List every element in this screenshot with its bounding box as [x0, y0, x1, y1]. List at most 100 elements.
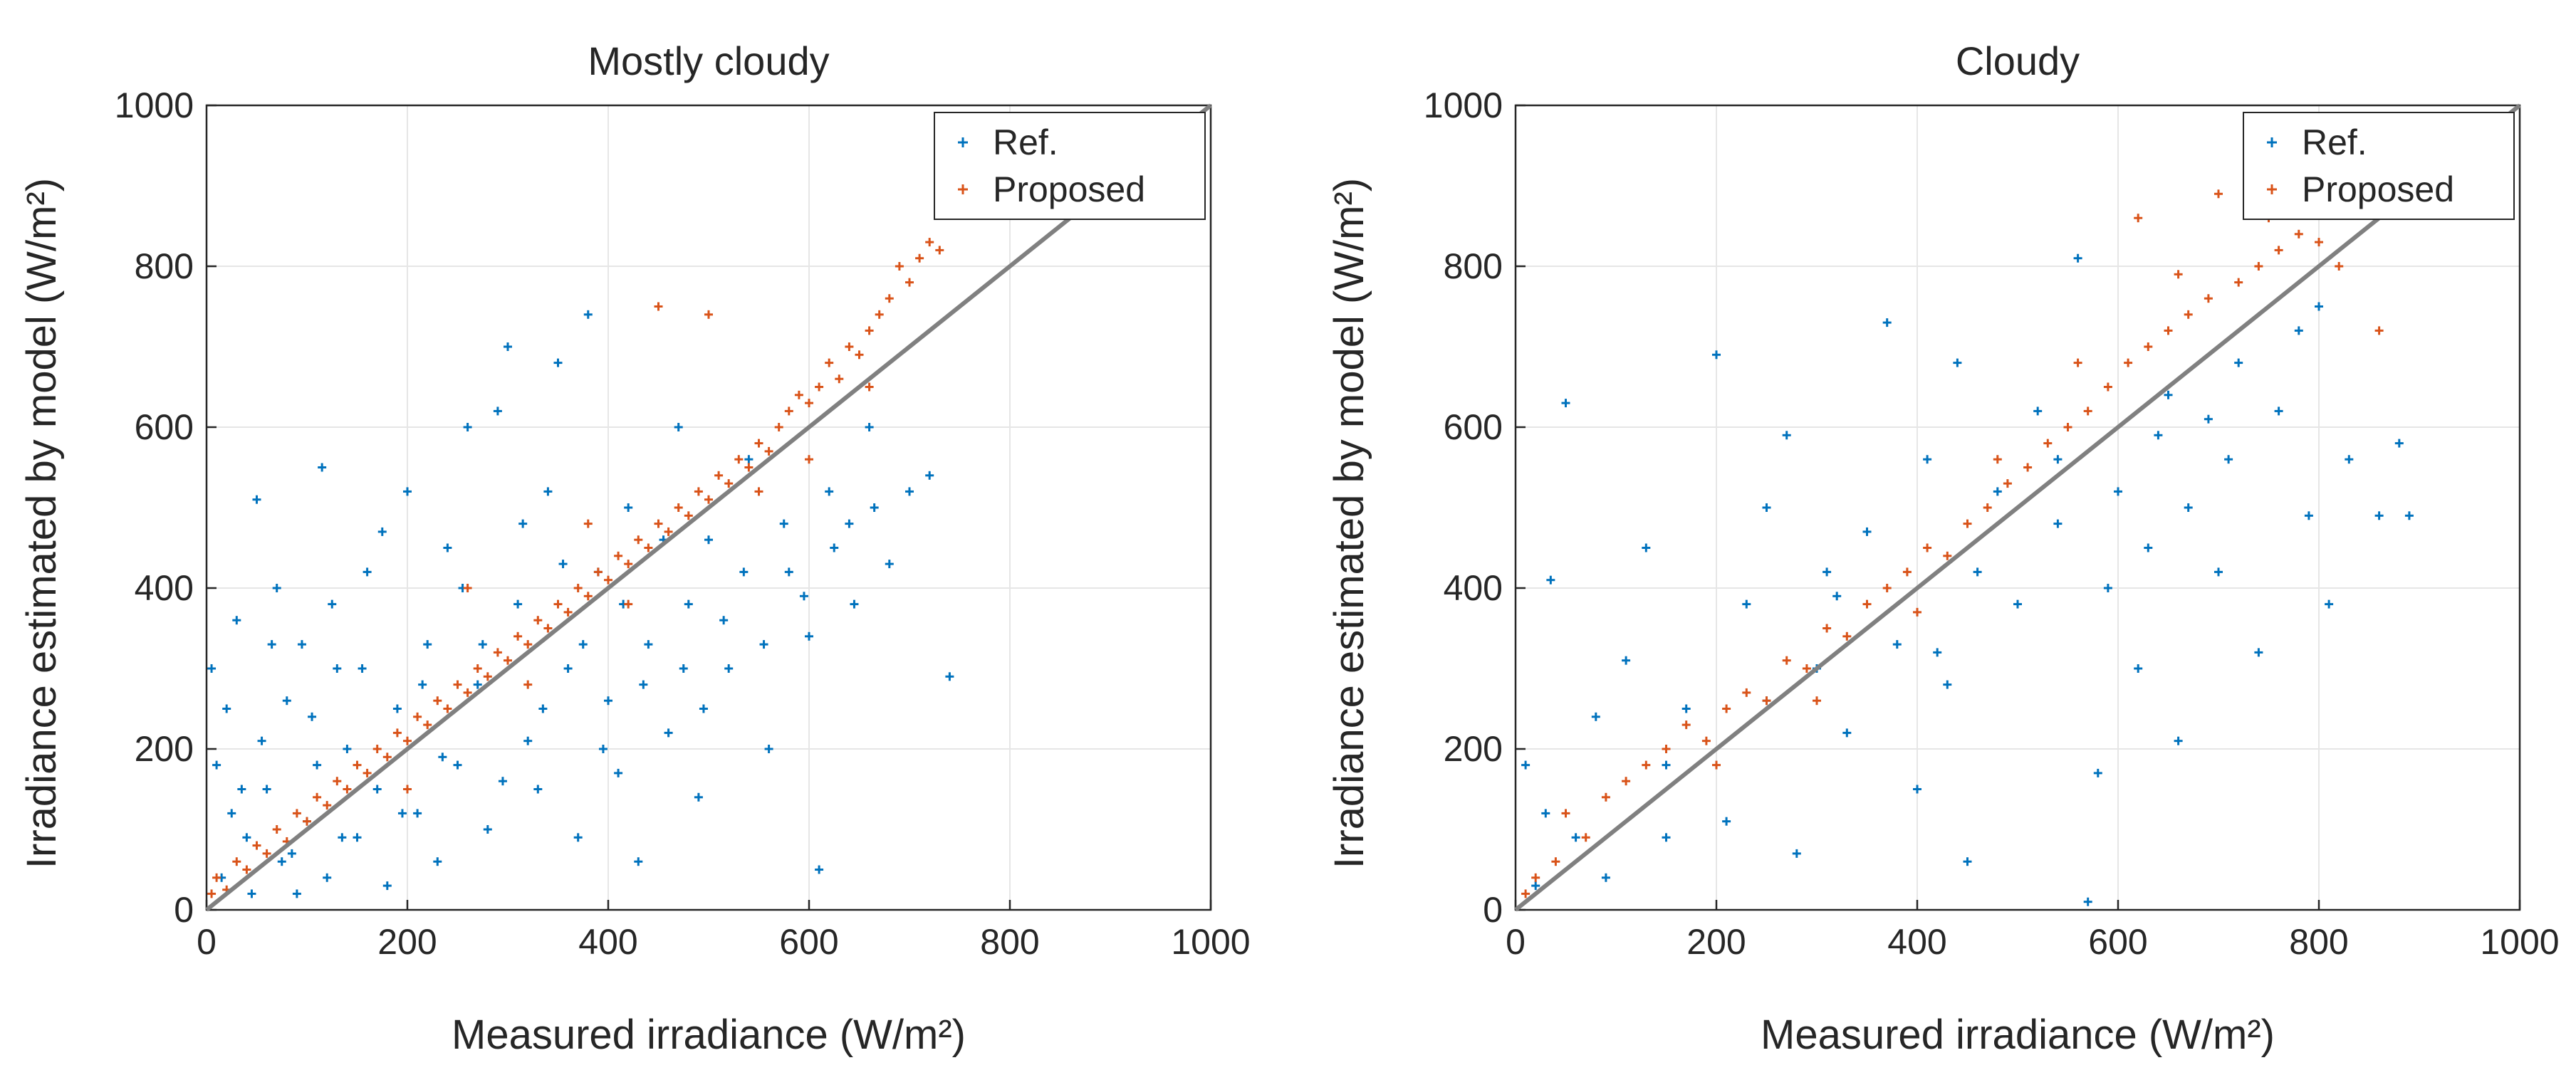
data-point — [1541, 809, 1550, 818]
series-layer — [207, 238, 954, 898]
data-point — [333, 664, 342, 673]
data-point — [483, 672, 492, 681]
legend-marker — [2267, 137, 2277, 147]
data-point — [815, 382, 824, 392]
data-point — [372, 745, 382, 753]
data-point — [538, 704, 548, 713]
data-point — [865, 326, 874, 335]
data-point — [2164, 390, 2173, 399]
data-point — [1823, 624, 1832, 633]
data-point — [372, 785, 382, 794]
data-point — [343, 745, 352, 753]
data-point — [2083, 897, 2092, 906]
data-point — [403, 785, 412, 794]
data-point — [222, 704, 231, 713]
data-point — [654, 519, 663, 528]
data-point — [242, 833, 251, 842]
series-proposed — [1521, 189, 2384, 898]
y-tick-label: 400 — [1444, 568, 1503, 608]
data-point — [704, 310, 713, 319]
data-point — [463, 584, 472, 592]
data-point — [1802, 664, 1811, 673]
data-point — [830, 543, 839, 552]
reference-line-y-equals-x — [1514, 103, 2521, 912]
data-point — [2234, 278, 2243, 287]
data-point — [583, 519, 593, 528]
data-point — [845, 342, 854, 351]
x-tick-label: 0 — [197, 922, 217, 962]
series-ref — [207, 302, 954, 898]
data-point — [1561, 809, 1570, 818]
data-point — [2234, 358, 2243, 367]
data-point — [2073, 253, 2082, 263]
data-point — [1842, 631, 1852, 641]
data-point — [905, 487, 914, 496]
data-point — [212, 873, 221, 882]
data-point — [674, 503, 683, 512]
data-point — [403, 487, 412, 496]
data-point — [1993, 455, 2002, 464]
data-point — [885, 294, 894, 303]
data-point — [2013, 599, 2022, 609]
data-point — [845, 519, 854, 528]
data-point — [1862, 599, 1872, 609]
data-point — [764, 745, 773, 753]
data-point — [504, 656, 512, 665]
data-point — [2103, 382, 2112, 392]
data-point — [598, 745, 608, 753]
reference-line-y-equals-x — [205, 103, 1212, 912]
data-point — [2134, 214, 2143, 223]
data-point — [272, 825, 281, 834]
data-point — [850, 599, 859, 609]
data-point — [885, 560, 894, 569]
data-point — [1792, 849, 1801, 858]
chart-panel-mostly-cloudy: Mostly cloudy 0 200 400 600 800 1000 0 200 400 60… — [19, 38, 1251, 1058]
data-point — [2394, 439, 2404, 448]
data-point — [523, 640, 533, 649]
data-point — [313, 760, 322, 770]
data-point — [573, 584, 583, 592]
y-tick-label: 800 — [135, 246, 194, 286]
data-point — [2254, 262, 2263, 271]
data-point — [1722, 704, 1731, 713]
data-point — [533, 785, 543, 794]
x-tick-label: 1000 — [2480, 922, 2559, 962]
chart-title: Mostly cloudy — [588, 38, 829, 83]
y-tick-label: 200 — [1444, 729, 1503, 769]
data-point — [2294, 326, 2303, 335]
data-point — [1953, 358, 1962, 367]
data-point — [257, 736, 266, 745]
y-tick-label: 1000 — [1424, 85, 1503, 125]
data-point — [413, 809, 422, 818]
data-point — [1742, 688, 1751, 697]
data-point — [2304, 511, 2313, 520]
legend-box — [2243, 112, 2515, 220]
data-point — [1551, 857, 1560, 866]
data-point — [1642, 760, 1651, 770]
tick-labels: 0 200 400 600 800 1000 0 200 400 600 800 1000 — [115, 85, 1251, 962]
legend: Ref. Proposed — [934, 112, 1206, 220]
data-point — [392, 728, 402, 738]
data-point — [624, 599, 633, 609]
data-point — [2404, 511, 2414, 520]
data-point — [1762, 503, 1771, 512]
data-point — [282, 696, 291, 706]
data-point — [463, 688, 472, 697]
data-point — [453, 760, 462, 770]
data-point — [267, 640, 276, 649]
data-point — [287, 849, 296, 858]
data-point — [1913, 607, 1921, 617]
data-point — [297, 640, 306, 649]
data-point — [1983, 503, 1992, 512]
x-tick-label: 400 — [1887, 922, 1946, 962]
legend-marker — [2267, 184, 2277, 194]
data-point — [323, 801, 332, 810]
y-tick-label: 200 — [135, 729, 194, 769]
data-point — [2174, 270, 2183, 279]
data-point — [2224, 455, 2233, 464]
data-point — [578, 640, 588, 649]
data-point — [423, 720, 432, 730]
data-point — [855, 350, 864, 360]
x-tick-label: 200 — [1686, 922, 1746, 962]
data-point — [654, 302, 663, 311]
